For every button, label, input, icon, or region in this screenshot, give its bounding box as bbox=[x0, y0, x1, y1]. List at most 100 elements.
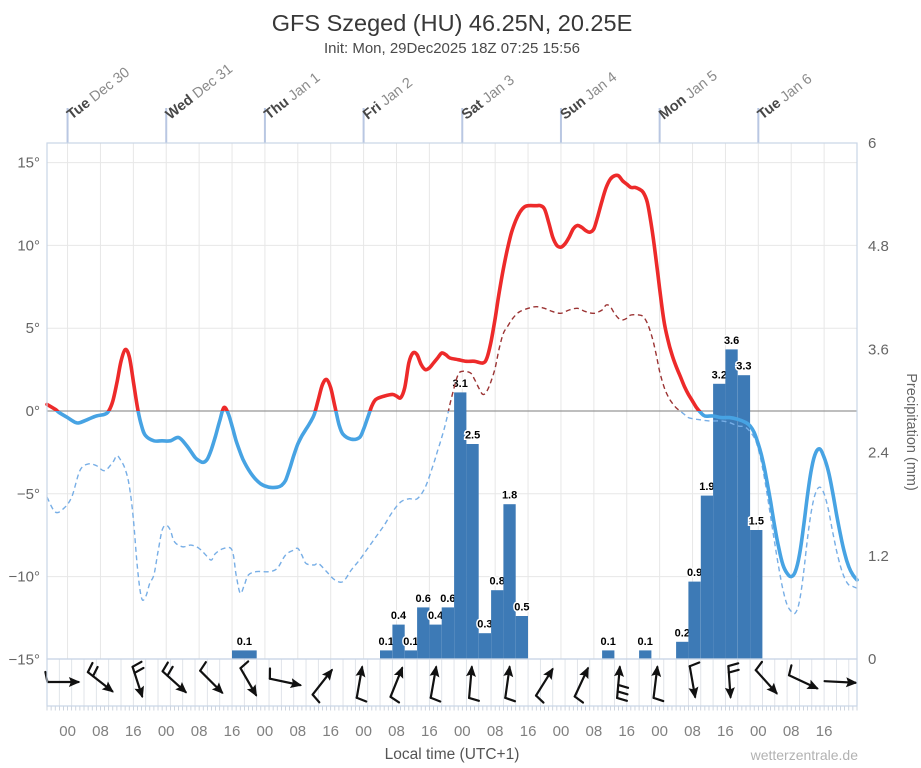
wind-barb-feather bbox=[727, 662, 740, 668]
x-tick-label: 16 bbox=[717, 723, 734, 740]
x-tick-label: 16 bbox=[618, 723, 635, 740]
wind-barb-feather bbox=[468, 696, 480, 702]
x-tick-label: 00 bbox=[355, 723, 372, 740]
precip-value-label: 0.8 bbox=[490, 576, 505, 588]
x-tick-label: 08 bbox=[783, 723, 800, 740]
x-tick-label: 08 bbox=[92, 723, 109, 740]
precip-value-label: 1.5 bbox=[749, 516, 764, 528]
wind-barb bbox=[44, 670, 81, 687]
wind-barb-feather bbox=[573, 695, 585, 704]
wind-barb bbox=[465, 665, 480, 702]
wind-barb-feather bbox=[787, 664, 793, 677]
temperature-dewpoint-lines bbox=[45, 173, 859, 615]
day-label-dow: Thu bbox=[262, 94, 293, 123]
precip-bar bbox=[441, 607, 454, 659]
precip-value-label: 3.3 bbox=[736, 361, 751, 373]
precip-value-label: 3.1 bbox=[453, 378, 468, 390]
precip-axis-tick-label: 0 bbox=[868, 651, 876, 668]
wind-barb-head bbox=[134, 685, 144, 699]
wind-barb bbox=[651, 665, 665, 703]
wind-barb-feather bbox=[616, 696, 628, 702]
wind-barb-feather bbox=[166, 665, 174, 677]
day-label-date: Jan 3 bbox=[480, 72, 518, 106]
day-label: ThuJan 1 bbox=[262, 70, 324, 123]
wind-barb bbox=[86, 661, 114, 693]
temp-axis-tick-label: −15° bbox=[9, 651, 40, 668]
precip-value-label: 3.2 bbox=[712, 369, 727, 381]
day-label-date: Jan 4 bbox=[582, 69, 620, 103]
wind-barb-feather bbox=[91, 665, 99, 678]
watermark: wetterzentrale.de bbox=[750, 747, 859, 763]
wind-barb bbox=[613, 665, 630, 702]
x-tick-label: 08 bbox=[289, 723, 306, 740]
precip-bar bbox=[417, 607, 430, 659]
temperature-line-warm bbox=[45, 173, 702, 411]
precip-value-label: 0.1 bbox=[601, 636, 616, 648]
x-tick-label: 08 bbox=[684, 723, 701, 740]
precip-axis-tick-label: 3.6 bbox=[868, 341, 889, 358]
x-tick-label: 00 bbox=[158, 723, 175, 740]
precip-value-label: 0.5 bbox=[514, 602, 529, 614]
precip-bar bbox=[478, 633, 491, 659]
precip-value-label: 0.1 bbox=[237, 636, 252, 648]
wind-barb bbox=[787, 664, 819, 690]
wind-barb bbox=[724, 662, 740, 699]
precip-value-label: 1.8 bbox=[502, 490, 517, 502]
precip-bars: 0.1 0.1 0.4 0.1 0.6 0.4 0.6 3.1 2.5 0.3 0.8 1.8 0.5 0… bbox=[232, 333, 765, 659]
wind-barb bbox=[239, 660, 258, 697]
x-tick-label: 08 bbox=[191, 723, 208, 740]
day-label: SunJan 4 bbox=[558, 69, 621, 123]
precip-value-label: 0.2 bbox=[675, 627, 690, 639]
wind-barb-feather bbox=[504, 696, 516, 703]
wind-barb-head bbox=[579, 666, 589, 680]
plot-frame bbox=[46, 142, 858, 707]
precip-value-label: 1.9 bbox=[699, 481, 714, 493]
x-tick-label: 00 bbox=[750, 723, 767, 740]
precip-bar bbox=[676, 641, 689, 659]
precip-value-label: 0.1 bbox=[403, 636, 418, 648]
day-label-dow: Mon bbox=[656, 92, 689, 123]
wind-barb-head bbox=[393, 666, 404, 679]
wind-barb-head bbox=[688, 686, 699, 699]
x-tick-label: 00 bbox=[257, 723, 274, 740]
precip-bar bbox=[466, 444, 479, 659]
day-label: MonJan 5 bbox=[656, 68, 720, 123]
day-label-date: Jan 1 bbox=[286, 70, 324, 104]
precip-bar bbox=[491, 590, 504, 659]
precip-bar bbox=[380, 650, 393, 659]
precip-bar bbox=[688, 581, 701, 659]
wind-barb-head bbox=[289, 678, 303, 689]
wind-barb-feather bbox=[652, 696, 665, 703]
x-tick-label: 00 bbox=[651, 723, 668, 740]
wind-barb-head bbox=[429, 665, 440, 678]
day-label-dow: Sun bbox=[558, 94, 589, 123]
temp-axis-tick-label: 10° bbox=[17, 237, 40, 254]
wind-barb bbox=[429, 665, 442, 703]
wind-barb-head bbox=[355, 665, 366, 678]
precip-bar bbox=[515, 616, 528, 659]
temp-axis-tick-label: 5° bbox=[26, 320, 40, 337]
precip-value-label: 0.6 bbox=[440, 593, 455, 605]
day-label-date: Dec 30 bbox=[87, 65, 133, 106]
precip-value-label: 0.1 bbox=[379, 636, 394, 648]
day-label-date: Jan 6 bbox=[778, 71, 816, 105]
precip-bar bbox=[700, 495, 714, 659]
wind-barb-feather bbox=[688, 661, 701, 668]
x-tick-label: 08 bbox=[487, 723, 504, 740]
precip-value-label: 3.6 bbox=[724, 335, 739, 347]
wind-barb-feather bbox=[86, 661, 94, 674]
precip-value-label: 2.5 bbox=[465, 430, 480, 442]
wind-barb-feather bbox=[268, 667, 272, 680]
x-tick-label: 16 bbox=[224, 723, 241, 740]
day-label-date: Jan 5 bbox=[683, 68, 721, 102]
precip-bar bbox=[392, 624, 405, 659]
wind-barb bbox=[503, 665, 516, 703]
precip-bar bbox=[503, 504, 516, 659]
wind-barb-head bbox=[613, 665, 624, 677]
wind-barb bbox=[355, 665, 368, 703]
day-label: TueDec 30 bbox=[64, 65, 133, 124]
wind-barb-feather bbox=[727, 668, 740, 674]
day-label: WedDec 31 bbox=[163, 61, 236, 123]
precip-axis-tick-label: 2.4 bbox=[868, 445, 889, 462]
